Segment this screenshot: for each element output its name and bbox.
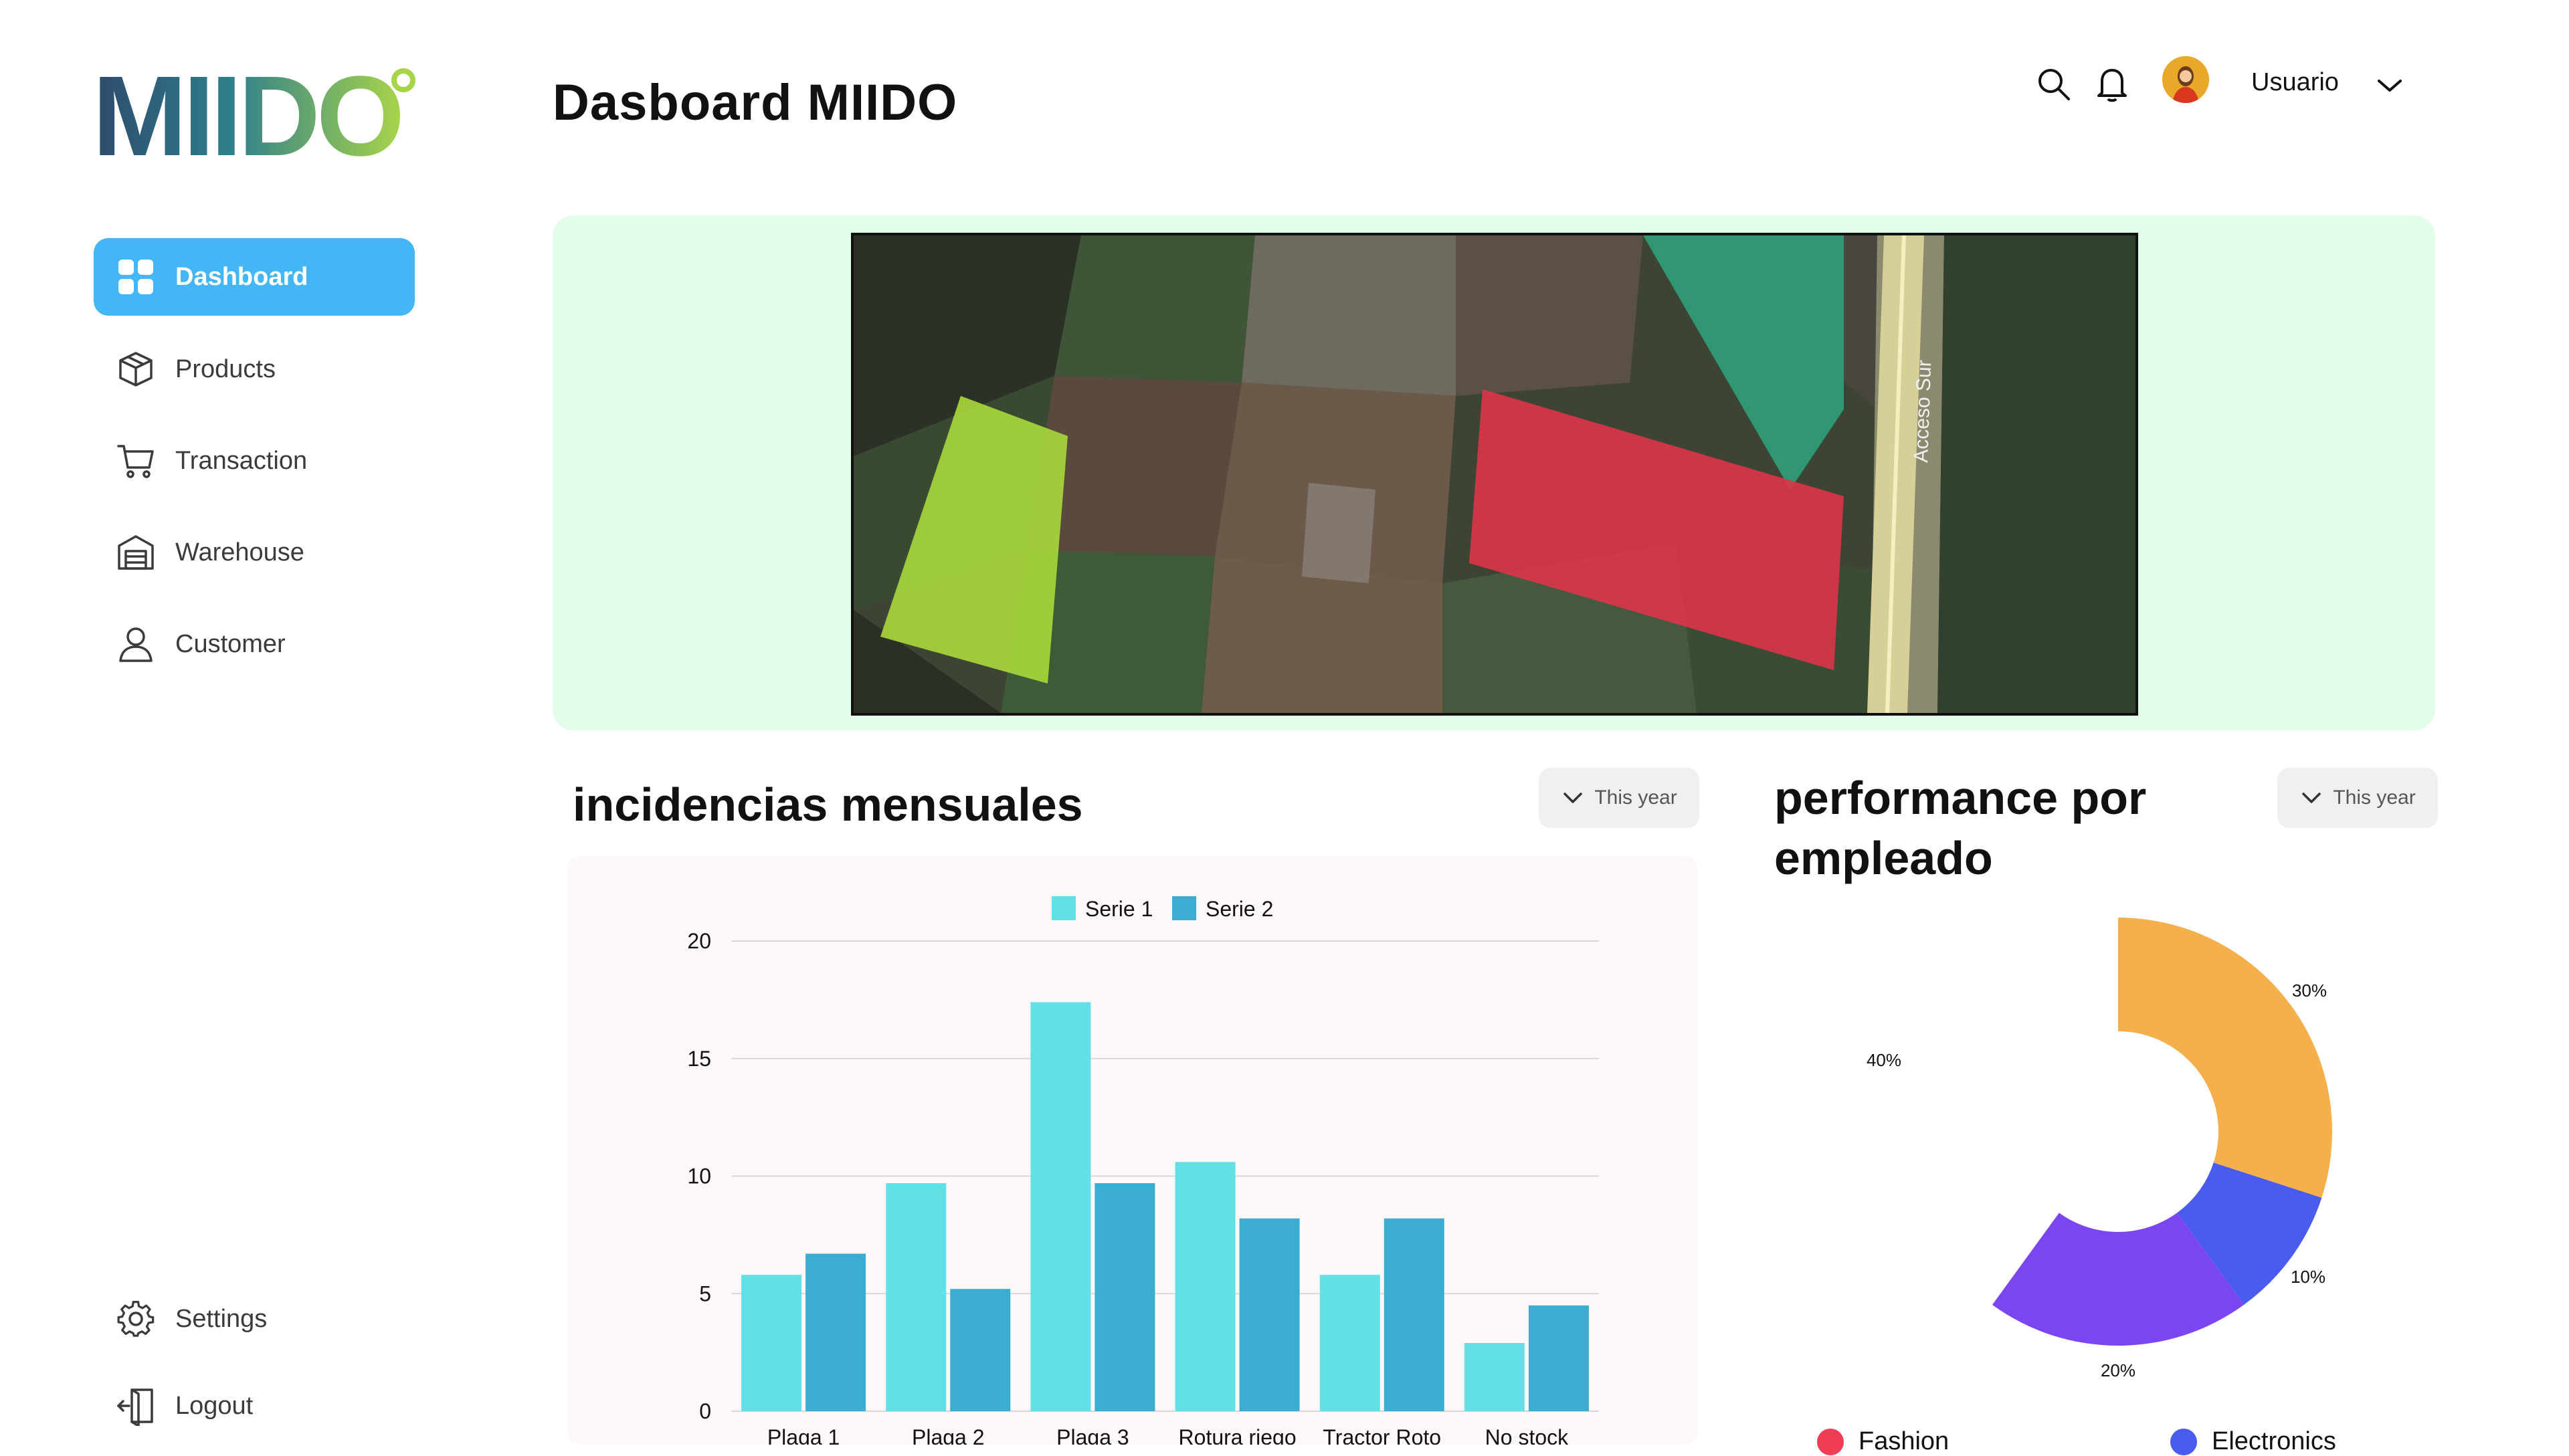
svg-text:Acceso Sur: Acceso Sur xyxy=(1910,360,1935,463)
legend-item-electronics: Electronics xyxy=(2170,1427,2336,1456)
bar-2[interactable] xyxy=(950,1289,1011,1411)
legend-swatch xyxy=(1052,896,1076,920)
sidebar-item-label: Transaction xyxy=(175,446,308,475)
y-tick-label: 0 xyxy=(699,1399,711,1423)
legend-dot xyxy=(2170,1428,2197,1455)
slice-label: 10% xyxy=(2291,1267,2325,1287)
warehouse-icon xyxy=(115,532,157,573)
logout-icon xyxy=(115,1385,157,1427)
slice-label: 20% xyxy=(2101,1360,2135,1380)
svg-text:MIIDO: MIIDO xyxy=(92,62,401,175)
sidebar-item-products[interactable]: Products xyxy=(94,330,415,408)
legend-item-fashion: Fashion xyxy=(1817,1427,1949,1456)
cart-icon xyxy=(115,440,157,482)
chevron-down-icon[interactable] xyxy=(2370,66,2410,106)
donut-slice[interactable] xyxy=(1992,1213,2245,1346)
user-name[interactable]: Usuario xyxy=(2251,68,2339,96)
sidebar-item-label: Warehouse xyxy=(175,538,304,566)
filter-label: This year xyxy=(2333,787,2416,809)
donut-chart: 30% 10% 20% 40% xyxy=(1867,918,2332,1380)
incidents-filter-dropdown[interactable]: This year xyxy=(1539,768,1699,828)
bar-2[interactable] xyxy=(805,1253,866,1411)
logout-button[interactable]: Logout xyxy=(94,1367,415,1445)
sidebar-item-transaction[interactable]: Transaction xyxy=(94,422,415,500)
bar-chart-card: 0 5 10 15 20 Plaga 1 Plaga 2 Plaga 3 Rotura rieg… xyxy=(567,856,1698,1449)
avatar[interactable] xyxy=(2162,56,2209,103)
bar-1[interactable] xyxy=(1319,1275,1380,1411)
bar-2[interactable] xyxy=(1384,1218,1444,1411)
y-tick-label: 15 xyxy=(687,1047,711,1071)
filter-label: This year xyxy=(1594,787,1677,809)
chevron-down-icon xyxy=(2302,793,2321,803)
performance-title-line2: empleado xyxy=(1774,832,1993,884)
sidebar-item-label: Logout xyxy=(175,1391,254,1420)
legend-label: Serie 1 xyxy=(1085,897,1153,921)
x-tick-label: Tractor Roto xyxy=(1323,1425,1441,1445)
performance-title-line1: performance por xyxy=(1774,772,2147,824)
bar-2[interactable] xyxy=(1528,1305,1589,1411)
y-tick-label: 5 xyxy=(699,1281,711,1306)
bar-chart: 0 5 10 15 20 Plaga 1 Plaga 2 Plaga 3 Rotura rieg… xyxy=(687,896,1599,1449)
sidebar-item-customer[interactable]: Customer xyxy=(94,605,415,683)
sidebar-item-label: Settings xyxy=(175,1304,268,1333)
sidebar-item-dashboard[interactable]: Dashboard xyxy=(94,238,415,316)
miido-logo[interactable]: MIIDO xyxy=(92,62,427,175)
gear-icon xyxy=(115,1298,157,1340)
sidebar-item-settings[interactable]: Settings xyxy=(94,1280,415,1358)
x-tick-label: No stock xyxy=(1485,1425,1569,1445)
x-tick-label: Plaga 1 xyxy=(767,1425,840,1445)
box-icon xyxy=(115,348,157,390)
page-title: Dasboard MIIDO xyxy=(553,74,958,131)
bar-2[interactable] xyxy=(1239,1218,1300,1411)
bar-1[interactable] xyxy=(1175,1162,1236,1411)
legend-label: Serie 2 xyxy=(1206,897,1273,921)
bar-1[interactable] xyxy=(1464,1343,1525,1411)
legend-dot xyxy=(1817,1428,1844,1455)
donut-slice[interactable] xyxy=(2118,918,2332,1198)
sidebar-item-label: Products xyxy=(175,354,276,383)
y-tick-label: 20 xyxy=(687,929,711,953)
legend-swatch xyxy=(1172,896,1196,920)
performance-filter-dropdown[interactable]: This year xyxy=(2277,768,2438,828)
bar-1[interactable] xyxy=(886,1183,947,1411)
slice-label: 30% xyxy=(2292,980,2327,1001)
legend-label: Electronics xyxy=(2212,1427,2336,1455)
y-tick-label: 10 xyxy=(687,1164,711,1188)
satellite-map[interactable]: Acceso Sur xyxy=(851,233,2138,716)
performance-title: performance por empleado xyxy=(1774,768,2146,888)
donut-slice[interactable] xyxy=(1904,918,2118,1305)
sidebar-item-label: Customer xyxy=(175,629,286,658)
x-tick-label: Plaga 3 xyxy=(1056,1425,1129,1445)
sidebar-item-warehouse[interactable]: Warehouse xyxy=(94,514,415,591)
donut-slice[interactable] xyxy=(2177,1162,2322,1305)
legend-label: Fashion xyxy=(1859,1427,1949,1455)
sidebar: MIIDO Dashboard Products Transaction War… xyxy=(0,0,508,1445)
chevron-down-icon xyxy=(1563,793,1583,803)
slice-label: 40% xyxy=(1867,1050,1901,1070)
dashboard-grid-icon xyxy=(115,256,157,298)
incidents-title: incidencias mensuales xyxy=(573,778,1083,831)
user-icon xyxy=(115,623,157,665)
search-icon[interactable] xyxy=(2034,64,2074,104)
bar-2[interactable] xyxy=(1095,1183,1155,1411)
sidebar-item-label: Dashboard xyxy=(175,262,308,291)
bell-icon[interactable] xyxy=(2092,64,2132,104)
bar-1[interactable] xyxy=(741,1275,802,1411)
bar-1[interactable] xyxy=(1030,1002,1091,1411)
x-tick-label: Plaga 2 xyxy=(912,1425,985,1445)
x-tick-label: Rotura riego xyxy=(1179,1425,1297,1445)
